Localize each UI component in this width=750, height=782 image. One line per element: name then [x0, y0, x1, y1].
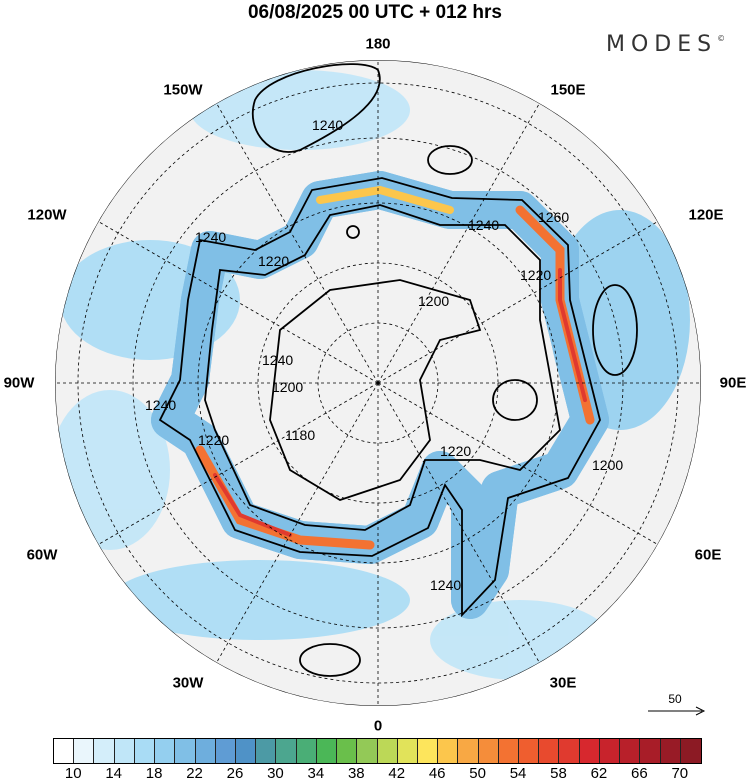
- colorbar-label: 26: [226, 765, 244, 782]
- contour-label: 1240: [312, 117, 343, 133]
- colorbar-swatch: [134, 739, 156, 763]
- colorbar-label: 22: [186, 765, 203, 782]
- colorbar-swatch: [660, 739, 681, 763]
- jet-max-north: [316, 185, 454, 214]
- colorbar-swatch: [316, 739, 338, 763]
- colorbar-swatch: [54, 739, 75, 763]
- colorbar-swatch: [579, 739, 600, 763]
- contour-label: 1260: [538, 209, 569, 225]
- wind-field: [55, 70, 690, 680]
- lon-label-120w: 120W: [27, 206, 67, 224]
- colorbar-swatch: [458, 739, 479, 763]
- colorbar-label: 46: [428, 765, 446, 782]
- lon-label-0: 0: [373, 717, 383, 735]
- colorbar-swatch: [195, 739, 216, 763]
- colorbar-swatch: [175, 739, 196, 763]
- lon-label-90e: 90E: [719, 374, 747, 392]
- colorbar-swatch: [215, 739, 236, 763]
- colorbar-label: 50: [469, 765, 486, 782]
- colorbar-label: 66: [631, 765, 648, 782]
- colorbar-label: 30: [267, 765, 284, 782]
- contour-label: 1200: [592, 457, 623, 473]
- colorbar-swatch: [559, 739, 580, 763]
- colorbar-swatch: [276, 739, 297, 763]
- lon-label-150w: 150W: [163, 81, 203, 99]
- map-title: 06/08/2025 00 UTC + 012 hrs: [247, 2, 503, 23]
- contour-label: 1240: [145, 397, 176, 413]
- lon-label-30w: 30W: [172, 674, 204, 692]
- lon-label-180: 180: [365, 35, 391, 53]
- colorbar-label: 42: [388, 765, 406, 782]
- contour-label: 1200: [272, 379, 303, 395]
- vector-reference-label: 50: [668, 692, 682, 706]
- colorbar-label: 34: [307, 765, 325, 782]
- colorbar-swatch: [337, 739, 358, 763]
- colorbar-swatch: [498, 739, 520, 763]
- colorbar-label: 10: [64, 765, 82, 782]
- contour-label: 1240: [430, 577, 461, 593]
- colorbar-label: 54: [509, 765, 527, 782]
- vector-reference-arrow-icon: [648, 706, 706, 716]
- contour-label: 1240: [195, 229, 226, 245]
- contour-label: 1180: [285, 427, 315, 443]
- colorbar-swatch: [235, 739, 257, 763]
- colorbar-swatch: [519, 739, 540, 763]
- jet-max-east-core: [558, 268, 587, 402]
- colorbar-label: 38: [347, 765, 365, 782]
- colorbar-swatch: [155, 739, 176, 763]
- colorbar-swatch: [417, 739, 439, 763]
- colorbar: [53, 738, 702, 764]
- contour-label: 1220: [258, 253, 289, 269]
- colorbar-swatch: [74, 739, 95, 763]
- modes-logo: MODES©: [606, 32, 726, 57]
- contour-label: 1240: [262, 352, 293, 368]
- lon-label-30e: 30E: [549, 674, 577, 692]
- colorbar-swatch: [397, 739, 418, 763]
- lon-label-150e: 150E: [550, 81, 586, 99]
- colorbar-label: 18: [145, 765, 163, 782]
- lon-label-90w: 90W: [3, 374, 35, 392]
- colorbar-swatch: [680, 739, 701, 763]
- contour-label: 1220: [198, 432, 229, 448]
- colorbar-label: 62: [590, 765, 608, 782]
- colorbar-label: 70: [671, 765, 689, 782]
- colorbar-swatch: [640, 739, 661, 763]
- colorbar-label: 58: [550, 765, 567, 782]
- colorbar-label: 14: [105, 765, 122, 782]
- contour-label: 1240: [468, 217, 499, 233]
- height-contours: [158, 63, 638, 677]
- colorbar-swatch: [357, 739, 378, 763]
- colorbar-swatch: [478, 739, 499, 763]
- contour-label: 1200: [418, 293, 449, 309]
- jet-max-west-core: [213, 473, 292, 537]
- contour-label: 1220: [440, 443, 471, 459]
- colorbar-swatch: [377, 739, 398, 763]
- colorbar-swatch: [539, 739, 560, 763]
- colorbar-swatch: [620, 739, 641, 763]
- lon-label-120e: 120E: [688, 206, 724, 224]
- lon-label-60w: 60W: [26, 546, 58, 564]
- contour-labels: 1240 1240 1220 1260 1240 1220 1200 1240 …: [145, 117, 623, 593]
- colorbar-swatch: [114, 739, 135, 763]
- contour-label: 1220: [520, 267, 551, 283]
- colorbar-swatch: [296, 739, 317, 763]
- colorbar-swatch: [438, 739, 459, 763]
- colorbar-swatch: [599, 739, 621, 763]
- colorbar-swatch: [94, 739, 115, 763]
- colorbar-swatch: [256, 739, 277, 763]
- lon-label-60e: 60E: [694, 546, 722, 564]
